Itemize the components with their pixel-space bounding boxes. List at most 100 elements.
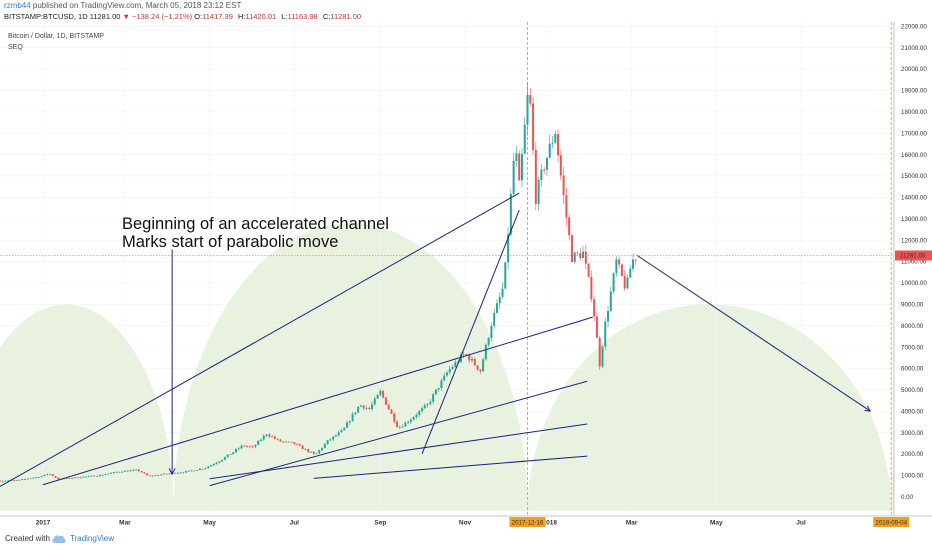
- candle-body-115: [318, 450, 321, 454]
- candle-body-55: [151, 475, 154, 477]
- cycle-arcs: [0, 223, 932, 511]
- candle-body-135: [373, 398, 376, 405]
- candle-body-194: [537, 180, 540, 204]
- candle-body-204: [565, 195, 568, 218]
- trendline-1: [42, 316, 593, 486]
- candle-body-105: [290, 441, 293, 443]
- candle-body-124: [343, 427, 346, 431]
- candle-body-47: [129, 470, 132, 472]
- candle-body-23: [62, 478, 65, 480]
- candle-body-12: [32, 477, 35, 479]
- candle-body-16: [43, 474, 46, 477]
- candle-body-199: [551, 142, 554, 144]
- last-price-badge-label: 11281.00: [900, 253, 926, 260]
- candle-body-148: [409, 419, 412, 422]
- candle-body-223: [618, 259, 621, 265]
- candle-body-15: [40, 476, 43, 478]
- candle-body-195: [540, 169, 543, 181]
- axis-badges: 2017-12-16 2018-09-04 11281.00: [509, 250, 932, 527]
- candles: [0, 82, 637, 482]
- candle-body-128: [354, 412, 357, 415]
- candle-body-104: [287, 441, 290, 443]
- candle-body-112: [309, 451, 312, 453]
- candle-body-66: [182, 472, 185, 474]
- candle-body-122: [337, 432, 340, 436]
- candle-body-107: [296, 443, 299, 445]
- candle-body-71: [196, 470, 199, 471]
- candle-body-178: [493, 312, 496, 326]
- candle-body-87: [240, 445, 243, 449]
- published-text: published on TradingView.com, March 05, …: [30, 1, 242, 10]
- candle-body-147: [407, 421, 410, 423]
- y-tick-label-22: 22000.00: [901, 23, 927, 30]
- candle-body-36: [98, 474, 101, 476]
- candle-body-73: [201, 468, 204, 470]
- candle-body-5: [12, 480, 15, 481]
- candle-body-217: [601, 346, 604, 367]
- footer: Created with TradingView: [0, 528, 932, 550]
- y-tick-label-4: 4000.00: [901, 408, 924, 415]
- candle-body-102: [282, 441, 285, 443]
- symbol-label[interactable]: BITSTAMP:BTCUSD, 1D: [4, 12, 88, 21]
- created-with-text: Created with: [5, 534, 50, 543]
- candle-body-11: [29, 478, 32, 480]
- candle-body-109: [301, 445, 304, 450]
- candle-body-141: [390, 409, 393, 414]
- candle-body-14: [37, 477, 40, 478]
- candle-body-170: [470, 358, 473, 361]
- candle-body-224: [620, 264, 623, 276]
- price-chart[interactable]: Beginning of an accelerated channel Mark…: [0, 22, 932, 528]
- candle-body-152: [421, 408, 424, 412]
- candle-body-45: [123, 470, 126, 472]
- candle-body-158: [437, 388, 440, 390]
- candle-body-0: [0, 480, 1, 482]
- trendline-4: [313, 455, 588, 479]
- candle-body-161: [446, 372, 448, 376]
- y-tick-label-9: 9000.00: [901, 301, 924, 308]
- cycle-arc-0: [0, 304, 174, 511]
- candle-body-46: [126, 470, 129, 472]
- candle-body-38: [104, 474, 107, 476]
- y-tick-label-11: 11000.00: [901, 259, 927, 266]
- candle-body-95: [262, 435, 265, 440]
- candle-body-138: [382, 390, 385, 398]
- candle-body-68: [187, 470, 190, 472]
- candle-body-81: [223, 457, 226, 460]
- candle-body-7: [18, 479, 21, 481]
- high-key: H:: [237, 12, 246, 21]
- author-link[interactable]: rzmb44: [4, 1, 31, 10]
- tradingview-cloud-icon: [52, 535, 66, 543]
- annotation-arrowhead: [168, 468, 176, 476]
- candle-body-48: [132, 469, 135, 471]
- candle-body-146: [404, 422, 407, 427]
- candle-body-196: [543, 169, 546, 171]
- candle-body-97: [268, 434, 271, 437]
- symbol-line: BITSTAMP:BTCUSD, 1D 11281.00 ▼ −138.24 (…: [4, 12, 364, 21]
- candle-body-181: [501, 288, 504, 297]
- trendlines[interactable]: [0, 192, 871, 487]
- candle-body-13: [35, 477, 38, 478]
- candle-body-78: [215, 462, 218, 465]
- candle-body-63: [173, 472, 176, 474]
- low-value: 11163.98: [287, 12, 318, 21]
- x-tick-label-6: 2018: [542, 520, 557, 527]
- tradingview-link[interactable]: TradingView: [70, 534, 115, 543]
- candle-body-53: [146, 473, 149, 476]
- candle-body-98: [271, 436, 274, 438]
- candle-body-10: [26, 478, 29, 480]
- candle-body-85: [234, 449, 237, 453]
- candle-body-142: [393, 413, 396, 422]
- candle-body-34: [93, 475, 96, 477]
- date-badge-label-0: 2017-12-16: [512, 520, 544, 527]
- candle-body-149: [412, 417, 415, 420]
- x-tick-label-9: Jul: [796, 520, 806, 527]
- candle-body-110: [304, 449, 307, 450]
- candle-body-154: [426, 403, 429, 406]
- candle-body-89: [246, 446, 249, 447]
- candle-body-207: [573, 252, 576, 263]
- candle-body-127: [351, 414, 354, 422]
- candle-body-92: [254, 444, 257, 447]
- trendline-6: [636, 255, 871, 412]
- candle-body-166: [459, 355, 462, 363]
- candle-body-126: [348, 421, 351, 423]
